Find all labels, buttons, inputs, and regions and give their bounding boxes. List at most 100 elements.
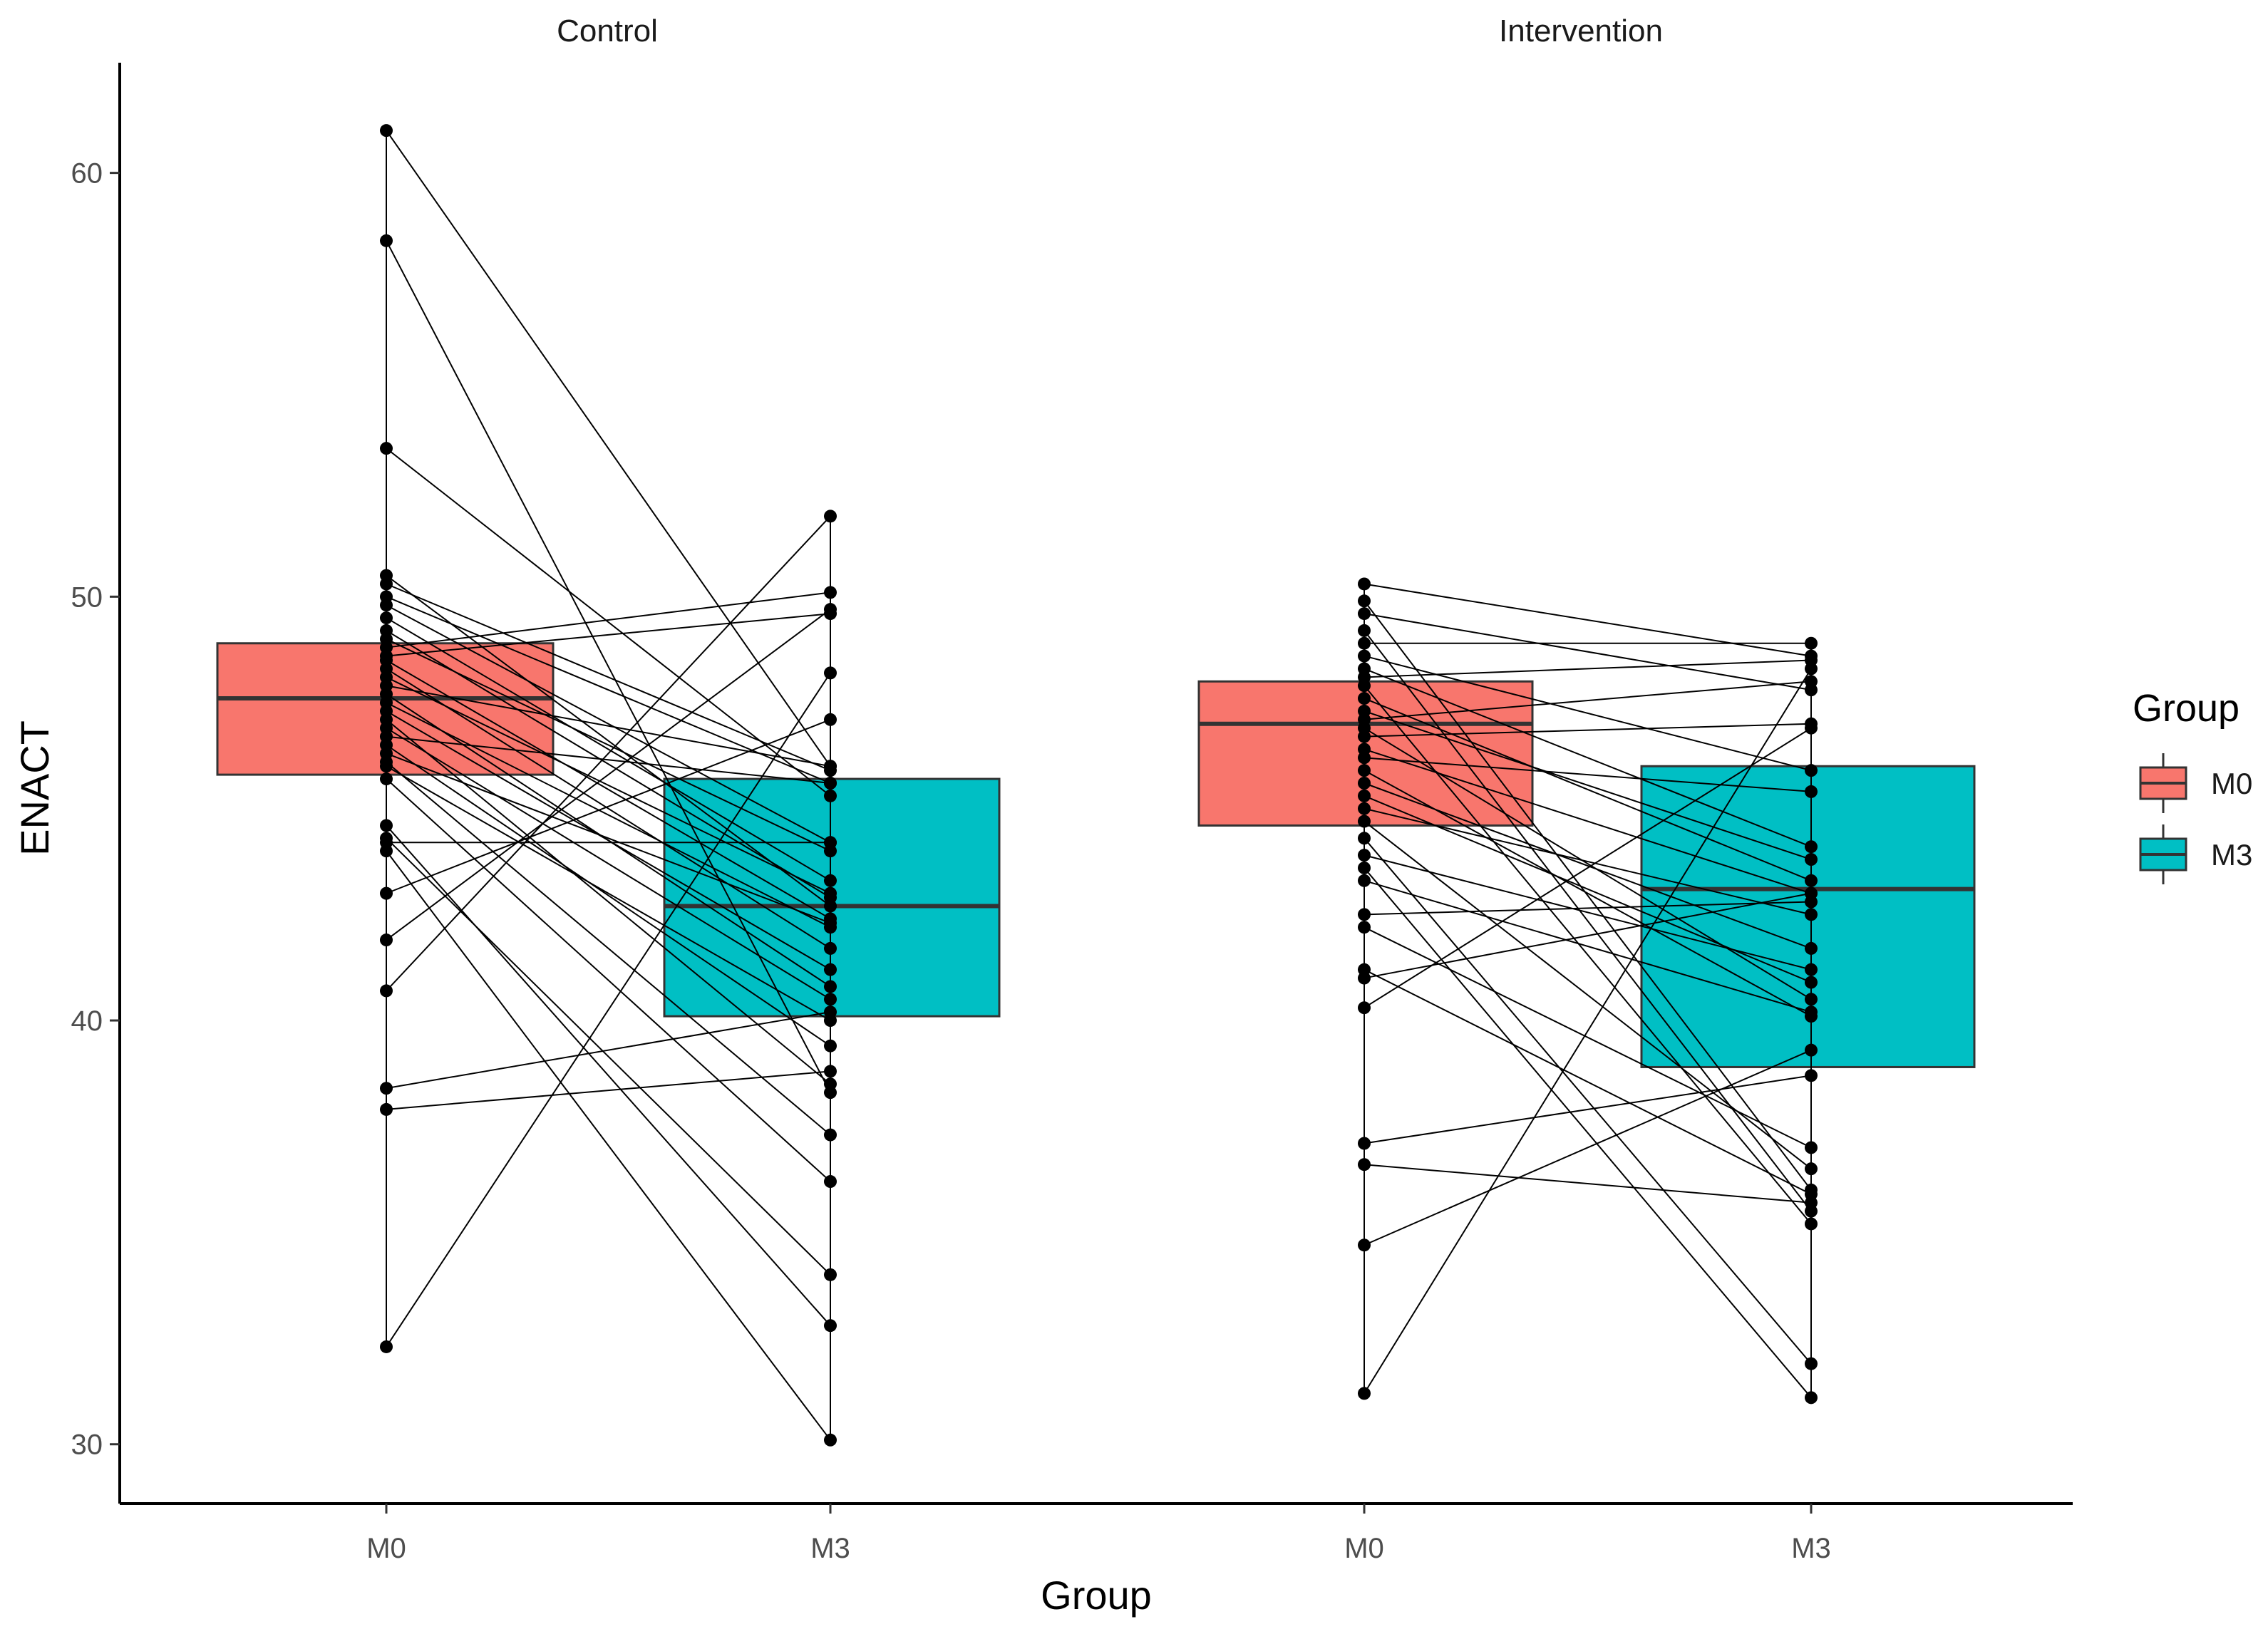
- pair-line: [1364, 782, 1812, 949]
- data-point-m3: [824, 713, 837, 726]
- pair-line: [386, 753, 831, 924]
- pair-line: [386, 850, 831, 1441]
- pair-line: [1364, 630, 1812, 1212]
- pair-line: [1364, 807, 1812, 916]
- data-point-m0: [1358, 577, 1371, 591]
- pair-line: [386, 735, 831, 784]
- pair-line: [386, 744, 831, 1047]
- pair-line: [386, 672, 831, 1348]
- data-point-m3: [1805, 874, 1818, 887]
- data-point-m0: [1358, 921, 1371, 934]
- data-point-m3: [1805, 662, 1818, 676]
- legend: Group M0 M3: [2133, 687, 2252, 884]
- pair-line: [1364, 892, 1812, 979]
- data-point-m0: [1358, 692, 1371, 705]
- data-point-m0: [1358, 971, 1371, 985]
- data-point-m0: [1358, 624, 1371, 637]
- pair-line: [1364, 879, 1812, 1013]
- data-point-m0: [380, 844, 393, 858]
- legend-label: M3: [2211, 838, 2252, 872]
- data-point-m3: [824, 963, 837, 976]
- pair-line: [386, 719, 831, 1085]
- pair-line: [386, 1070, 831, 1110]
- data-point-m3: [824, 789, 837, 802]
- panel-label: Intervention: [1499, 14, 1663, 48]
- data-point-m3: [1805, 1069, 1818, 1082]
- legend-entries: M0 M3: [2139, 753, 2252, 884]
- data-point-m0: [380, 886, 393, 900]
- legend-entry-m0: M0: [2139, 753, 2252, 813]
- data-point-m0: [1358, 874, 1371, 887]
- pair-line: [1364, 748, 1812, 894]
- data-point-m0: [380, 124, 393, 138]
- data-point-m3: [824, 666, 837, 680]
- data-point-m3: [1805, 840, 1818, 854]
- data-point-m0: [1358, 789, 1371, 802]
- data-point-m3: [1805, 721, 1818, 735]
- data-point-m3: [824, 586, 837, 599]
- data-point-m3: [824, 916, 837, 930]
- data-point-m3: [1805, 1005, 1818, 1019]
- data-point-m3: [1805, 785, 1818, 798]
- pair-line: [386, 824, 831, 1326]
- data-point-m0: [1358, 679, 1371, 693]
- data-point-m0: [380, 1340, 393, 1353]
- pair-line: [1364, 837, 1812, 1365]
- data-point-m0: [1358, 594, 1371, 608]
- data-point-m0: [380, 772, 393, 786]
- pair-line: [1364, 685, 1812, 1225]
- data-point-m3: [824, 1175, 837, 1189]
- data-point-m3: [824, 993, 837, 1006]
- data-point-m3: [1805, 963, 1818, 976]
- x-tick-label: M3: [810, 1533, 850, 1564]
- pair-line: [386, 515, 831, 992]
- axis-ticks: M0 M3 M0 M3 30 40 50 60: [71, 158, 1831, 1564]
- pair-line: [1364, 681, 1812, 720]
- panel-control: Control: [216, 14, 1001, 1447]
- pair-line: [386, 765, 831, 1021]
- pair-line: [386, 727, 831, 1000]
- data-point-m3: [824, 980, 837, 993]
- pair-line: [386, 778, 831, 1182]
- y-tick-label: 40: [71, 1005, 103, 1037]
- data-point-m3: [1805, 993, 1818, 1006]
- pair-line: [386, 604, 831, 844]
- data-point-m3: [824, 760, 837, 773]
- pair-line: [386, 710, 831, 971]
- pair-line: [1364, 583, 1812, 657]
- pair-line: [1364, 613, 1812, 691]
- data-point-m0: [1358, 1387, 1371, 1400]
- pair-line: [1364, 867, 1812, 1398]
- data-point-m0: [380, 984, 393, 998]
- legend-label: M0: [2211, 767, 2252, 800]
- pair-line: [386, 574, 831, 907]
- pair-line: [386, 702, 831, 929]
- data-point-m3: [1805, 908, 1818, 921]
- data-point-m3: [824, 603, 837, 616]
- data-point-m3: [1805, 1391, 1818, 1405]
- data-point-m3: [1805, 1196, 1818, 1209]
- panel-label: Control: [557, 14, 658, 48]
- data-point-m3: [1805, 886, 1818, 900]
- data-point-m0: [1358, 861, 1371, 874]
- data-point-m0: [1358, 649, 1371, 663]
- pair-line: [1364, 757, 1812, 792]
- pair-line: [386, 613, 831, 657]
- data-point-m0: [380, 599, 393, 612]
- data-point-m3: [824, 941, 837, 955]
- data-point-m3: [824, 1039, 837, 1053]
- pair-line: [386, 659, 831, 920]
- data-point-m0: [1358, 802, 1371, 815]
- pair-line: [1364, 1049, 1812, 1246]
- data-point-m3: [1805, 1162, 1818, 1176]
- data-point-m0: [1358, 832, 1371, 845]
- pair-line: [1364, 901, 1812, 916]
- pair-line: [1364, 723, 1812, 738]
- data-point-m0: [380, 611, 393, 625]
- pair-line: [386, 617, 831, 881]
- legend-title: Group: [2133, 687, 2239, 730]
- data-point-m0: [380, 760, 393, 773]
- pair-line: [1364, 1164, 1812, 1204]
- data-point-m3: [824, 777, 837, 790]
- pair-line: [386, 583, 831, 772]
